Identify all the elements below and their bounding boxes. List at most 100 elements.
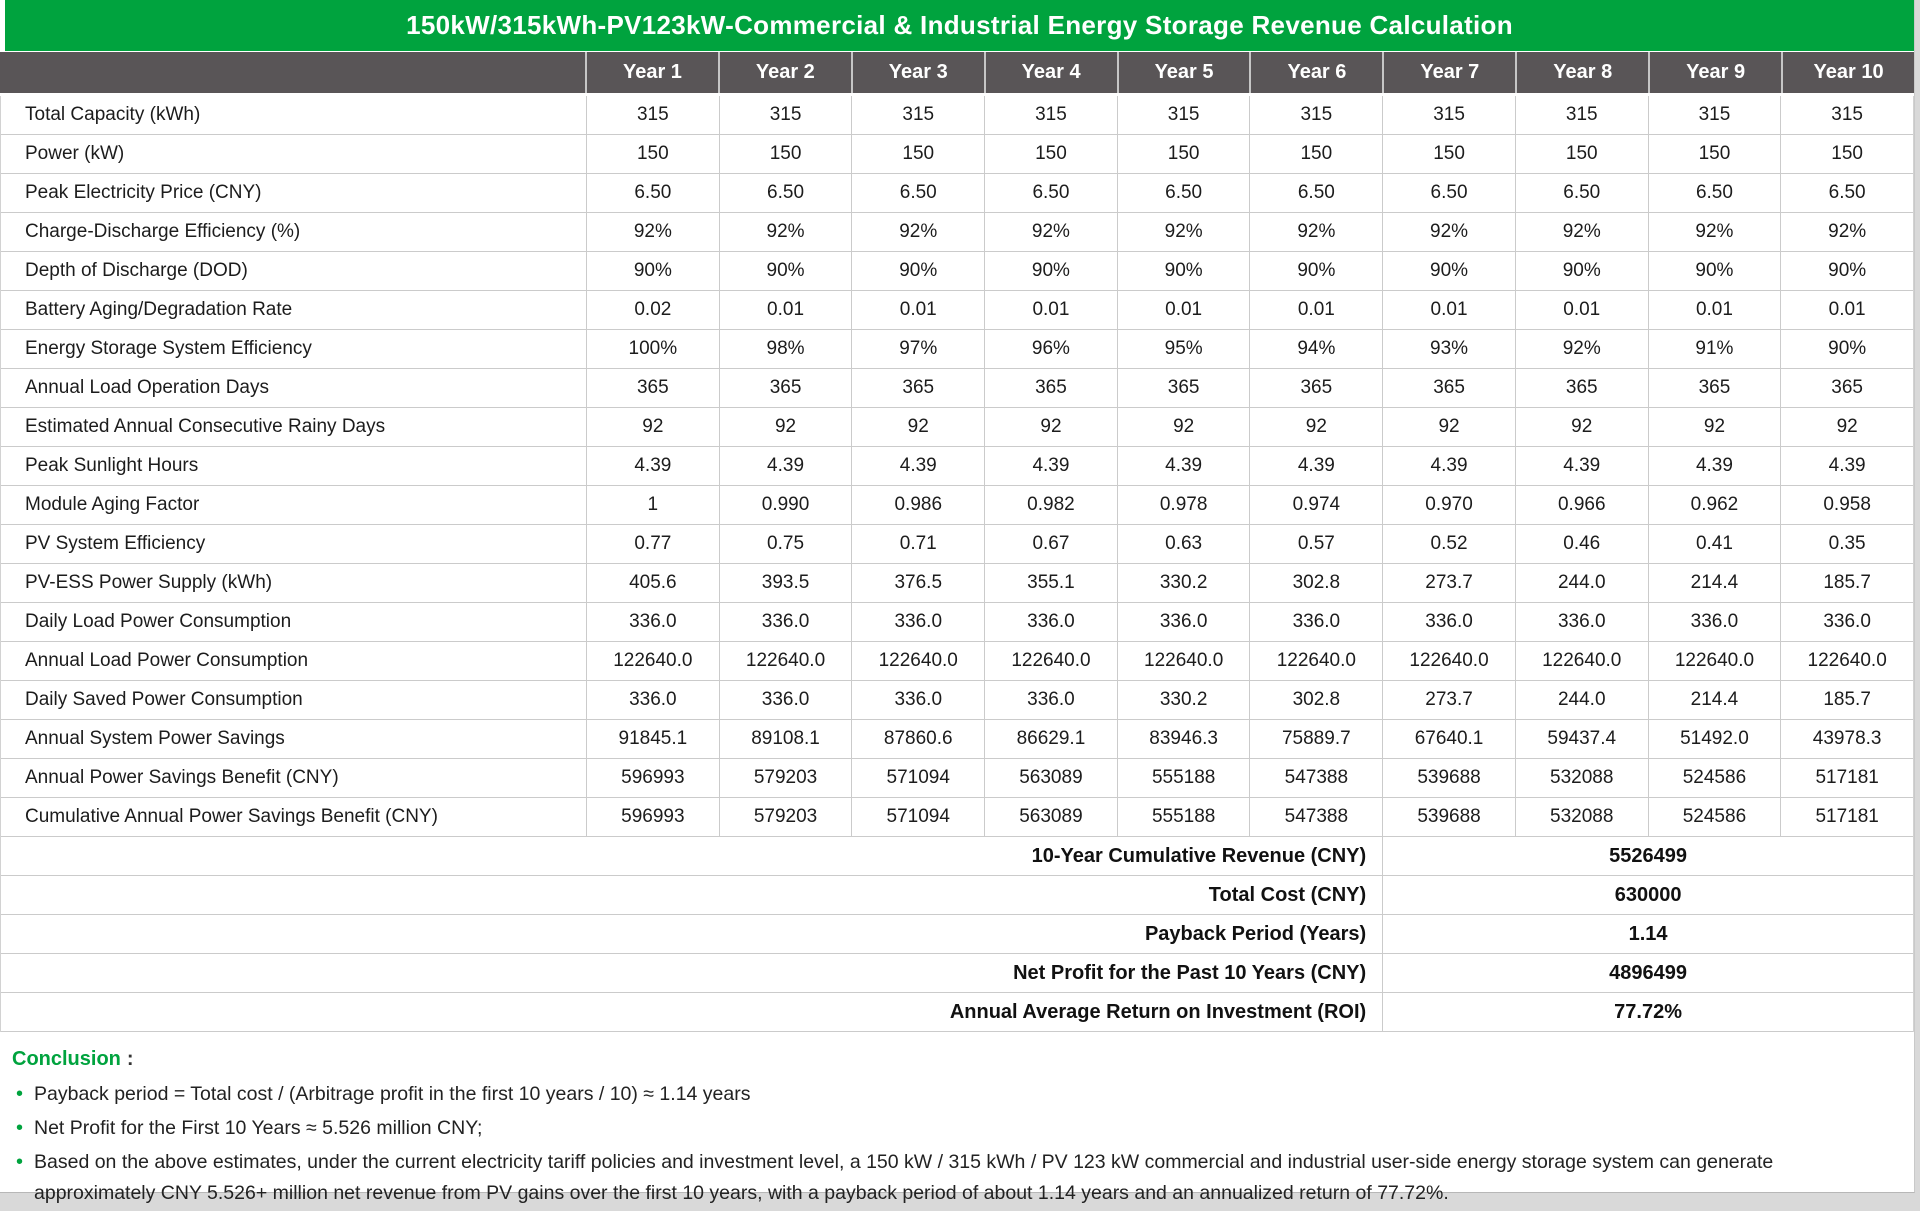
metric-value-cell: 92% [851,213,984,251]
metric-value-cell: 517181 [1780,759,1913,797]
metric-value-cell: 315 [1249,96,1382,134]
metric-value-cell: 4.39 [984,447,1117,485]
metric-value-cell: 90% [1382,252,1515,290]
metric-value-cell: 336.0 [1514,603,1648,641]
table-row: Annual Power Savings Benefit (CNY) 596993… [1,759,1913,798]
summary-row: Annual Average Return on Investment (ROI… [1,993,1913,1032]
year-column-header: Year 2 [717,52,851,93]
metric-value-cell: 0.01 [851,291,984,329]
metric-row-label: Module Aging Factor [25,494,200,515]
metric-value-cell: 365 [1382,369,1515,407]
metric-value-cell: 336.0 [851,681,984,719]
metric-value-cell: 336.0 [984,681,1117,719]
summary-row-label: Payback Period (Years) [1144,922,1367,945]
conclusion-section: Conclusion: Payback period = Total cost … [0,1032,1914,1208]
metric-value-cell: 336.0 [851,603,984,641]
metric-value-cell: 0.01 [1780,291,1913,329]
metric-value-cell: 6.50 [1249,174,1382,212]
metric-column-header [0,52,585,93]
metric-value-cell: 92 [984,408,1117,446]
metric-value-cell: 92% [1514,330,1648,368]
metric-value-cell: 365 [851,369,984,407]
metric-value-cell: 0.01 [1116,291,1250,329]
metric-value-cell: 336.0 [718,681,852,719]
metric-value-cell: 517181 [1780,798,1913,836]
metric-value-cell: 547388 [1249,798,1382,836]
conclusion-heading-text: Conclusion [12,1048,121,1070]
metric-value-cell: 122640.0 [1382,642,1515,680]
metric-value-cell: 1 [586,486,719,524]
metric-value-cell: 91845.1 [586,720,719,758]
metric-value-cell: 92 [1249,408,1382,446]
year-column-header: Year 7 [1382,52,1515,93]
metric-value-cell: 150 [1780,135,1913,173]
metric-value-cell: 336.0 [1780,603,1913,641]
metric-row-label: Annual System Power Savings [25,728,285,749]
metric-value-cell: 0.01 [1382,291,1515,329]
metric-row-label: Peak Electricity Price (CNY) [25,182,262,203]
metric-value-cell: 92% [984,213,1117,251]
metric-value-cell: 0.46 [1514,525,1648,563]
metric-value-cell: 0.958 [1780,486,1913,524]
metric-value-cell: 336.0 [1647,603,1781,641]
metric-value-cell: 0.57 [1249,525,1382,563]
metric-value-cell: 92% [586,213,719,251]
metric-row-label: Daily Saved Power Consumption [25,689,303,710]
metric-value-cell: 0.970 [1382,486,1515,524]
metric-value-cell: 92 [1647,408,1781,446]
metric-row-label: Cumulative Annual Power Savings Benefit … [25,806,438,827]
metric-value-cell: 393.5 [718,564,852,602]
metric-value-cell: 579203 [718,798,852,836]
year-column-header: Year 9 [1648,52,1781,93]
metric-value-cell: 571094 [851,798,984,836]
metric-row-label: Battery Aging/Degradation Rate [25,299,293,320]
metric-value-cell: 92 [586,408,719,446]
metric-value-cell: 336.0 [718,603,852,641]
table-row: Depth of Discharge (DOD) 90% 90% 90% 90% 90% 9… [1,252,1913,291]
metric-value-cell: 90% [851,252,984,290]
metric-value-cell: 0.01 [1647,291,1781,329]
summary-block: 10-Year Cumulative Revenue (CNY) 5526499 T… [0,837,1914,1032]
metric-value-cell: 563089 [984,798,1117,836]
metric-value-cell: 330.2 [1116,564,1250,602]
metric-value-cell: 87860.6 [851,720,984,758]
metric-value-cell: 122640.0 [586,642,719,680]
metric-value-cell: 90% [586,252,719,290]
metric-value-cell: 95% [1116,330,1250,368]
metric-value-cell: 150 [1249,135,1382,173]
metric-value-cell: 365 [1514,369,1648,407]
metric-value-cell: 92% [1116,213,1250,251]
metrics-table-body: Total Capacity (kWh) 315 315 315 315 315 315 31… [0,96,1914,837]
metric-value-cell: 4.39 [586,447,719,485]
metric-value-cell: 90% [984,252,1117,290]
metric-value-cell: 122640.0 [1780,642,1913,680]
metric-value-cell: 6.50 [1780,174,1913,212]
summary-row: Net Profit for the Past 10 Years (CNY) 48… [1,954,1913,993]
metric-value-cell: 185.7 [1780,681,1913,719]
metric-value-cell: 0.986 [851,486,984,524]
metric-value-cell: 96% [984,330,1117,368]
metric-row-label: Daily Load Power Consumption [25,611,292,632]
metric-row-label: Energy Storage System Efficiency [25,338,312,359]
metric-value-cell: 302.8 [1249,564,1382,602]
metric-value-cell: 150 [1514,135,1648,173]
metric-value-cell: 315 [1116,96,1250,134]
metric-value-cell: 6.50 [718,174,852,212]
metric-row-label: Estimated Annual Consecutive Rainy Days [25,416,386,437]
metric-value-cell: 0.02 [586,291,719,329]
metric-value-cell: 90% [1514,252,1648,290]
metric-row-label: Power (kW) [25,143,125,164]
summary-row-value: 5526499 [1382,837,1913,875]
metric-value-cell: 0.71 [851,525,984,563]
metric-value-cell: 122640.0 [851,642,984,680]
metric-value-cell: 315 [718,96,852,134]
metric-value-cell: 244.0 [1514,681,1648,719]
conclusion-bullet: Based on the above estimates, under the … [12,1147,1894,1207]
table-row: Annual System Power Savings 91845.1 89108.… [1,720,1913,759]
metric-value-cell: 6.50 [586,174,719,212]
metric-value-cell: 122640.0 [1116,642,1250,680]
metric-value-cell: 90% [1647,252,1781,290]
metric-row-label: Annual Load Operation Days [25,377,269,398]
metric-value-cell: 571094 [851,759,984,797]
